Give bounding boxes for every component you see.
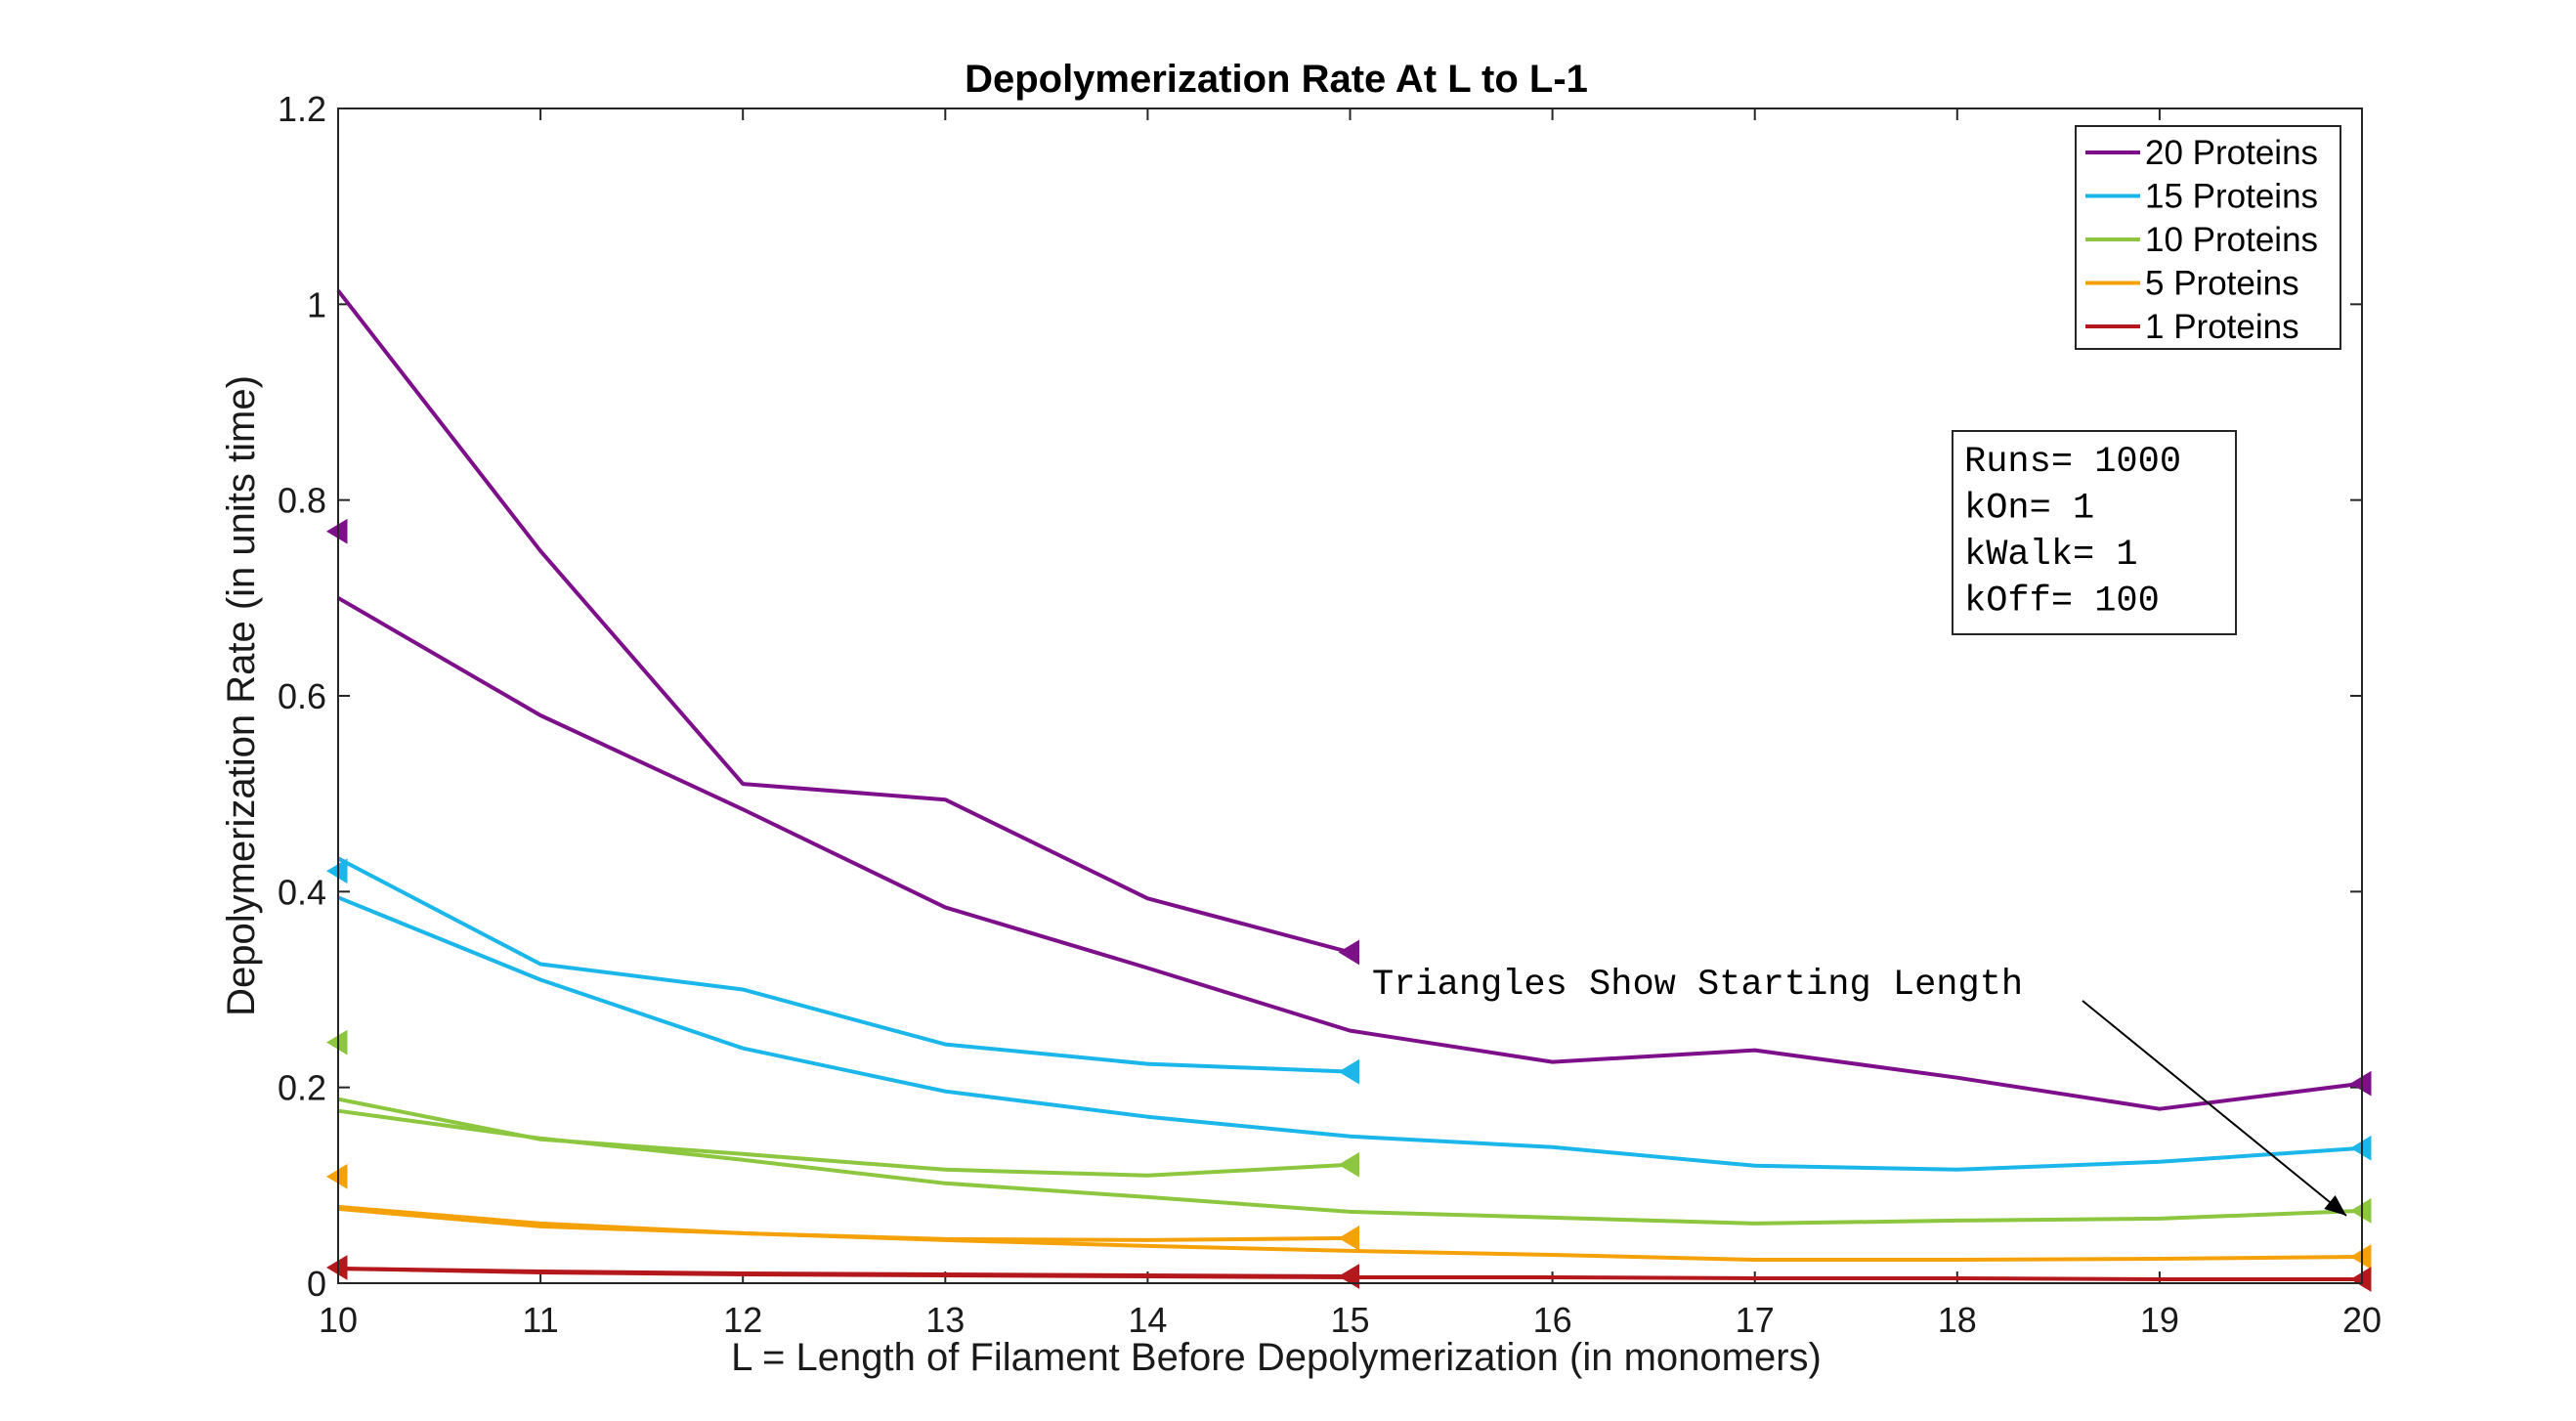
axis-ticks: 10 11 12 13 14 15 16 17 18 19 20 0 0.2 0.4 0.6 0.8 1 1.2 (278, 89, 2382, 1340)
parameter-line: Runs= 1000 (1964, 442, 2181, 483)
start-marker-10-proteins-15 (1338, 1151, 1359, 1178)
series-line-10-proteins-start-20 (337, 1108, 2363, 1226)
series-line-5-proteins-start-15 (337, 1206, 1351, 1242)
x-tick-label: 15 (1330, 1300, 1369, 1340)
x-tick-label: 12 (723, 1300, 762, 1340)
series-line-15-proteins-start-20 (337, 895, 2363, 1172)
annotation-text: Triangles Show Starting Length (1372, 965, 2023, 1006)
series-line-20-proteins-start-20 (336, 596, 2363, 1111)
y-tick-label: 0.6 (278, 676, 326, 716)
series-line-10-proteins-start-15 (337, 1097, 1351, 1178)
series-line-1-proteins-start-15 (337, 1267, 1351, 1278)
parameter-line: kOff= 100 (1964, 581, 2160, 623)
start-marker-5-proteins-15 (1338, 1226, 1359, 1251)
x-axis-label: L = Length of Filament Before Depolymeri… (731, 1336, 1822, 1379)
x-tick-label: 13 (925, 1300, 965, 1340)
chart-title: Depolymerization Rate At L to L-1 (965, 58, 1588, 101)
y-tick-label: 1 (307, 284, 326, 324)
y-tick-label: 0.2 (278, 1068, 326, 1108)
annotation-arrow-line (2082, 1000, 2347, 1217)
series-line-20-proteins-start-15 (336, 289, 1352, 955)
y-tick-label: 0.4 (278, 872, 326, 912)
parameter-line: kOn= 1 (1964, 489, 2094, 530)
x-tick-label: 18 (1938, 1300, 1977, 1340)
legend-label: 15 Proteins (2145, 178, 2318, 216)
x-tick-label: 19 (2140, 1300, 2179, 1340)
legend-label: 20 Proteins (2145, 134, 2318, 172)
start-marker-1-proteins-15 (1338, 1264, 1359, 1289)
series-line-15-proteins-start-15 (337, 856, 1351, 1074)
legend: 20 Proteins 15 Proteins 10 Proteins 5 Prote… (2075, 125, 2341, 350)
parameter-box: Runs= 1000 kOn= 1 kWalk= 1 kOff= 100 (1952, 430, 2237, 635)
parameter-line: kWalk= 1 (1964, 535, 2138, 576)
y-axis-label: Depolymerization Rate (in units time) (220, 375, 263, 1016)
x-tick-label: 10 (319, 1300, 358, 1340)
legend-label: 1 Proteins (2145, 308, 2299, 346)
x-tick-label: 20 (2342, 1300, 2382, 1340)
x-tick-label: 14 (1128, 1300, 1167, 1340)
starting-length-markers (326, 518, 2372, 1292)
y-tick-label: 0.8 (278, 481, 326, 521)
legend-label: 10 Proteins (2145, 221, 2318, 259)
parameter-box-frame (1952, 430, 2237, 635)
annotation-arrow-head (2324, 1195, 2346, 1216)
x-tick-label: 11 (522, 1300, 558, 1340)
x-tick-label: 16 (1533, 1300, 1572, 1340)
y-tick-label: 0 (307, 1264, 326, 1304)
annotation: Triangles Show Starting Length (1372, 965, 2347, 1217)
y-tick-label: 1.2 (278, 89, 326, 129)
plot-area-frame (337, 108, 2363, 1284)
x-tick-label: 17 (1736, 1300, 1775, 1340)
start-marker-15-proteins-15 (1338, 1058, 1359, 1085)
legend-label: 5 Proteins (2145, 265, 2299, 303)
start-marker-20-proteins-15 (1338, 939, 1359, 966)
